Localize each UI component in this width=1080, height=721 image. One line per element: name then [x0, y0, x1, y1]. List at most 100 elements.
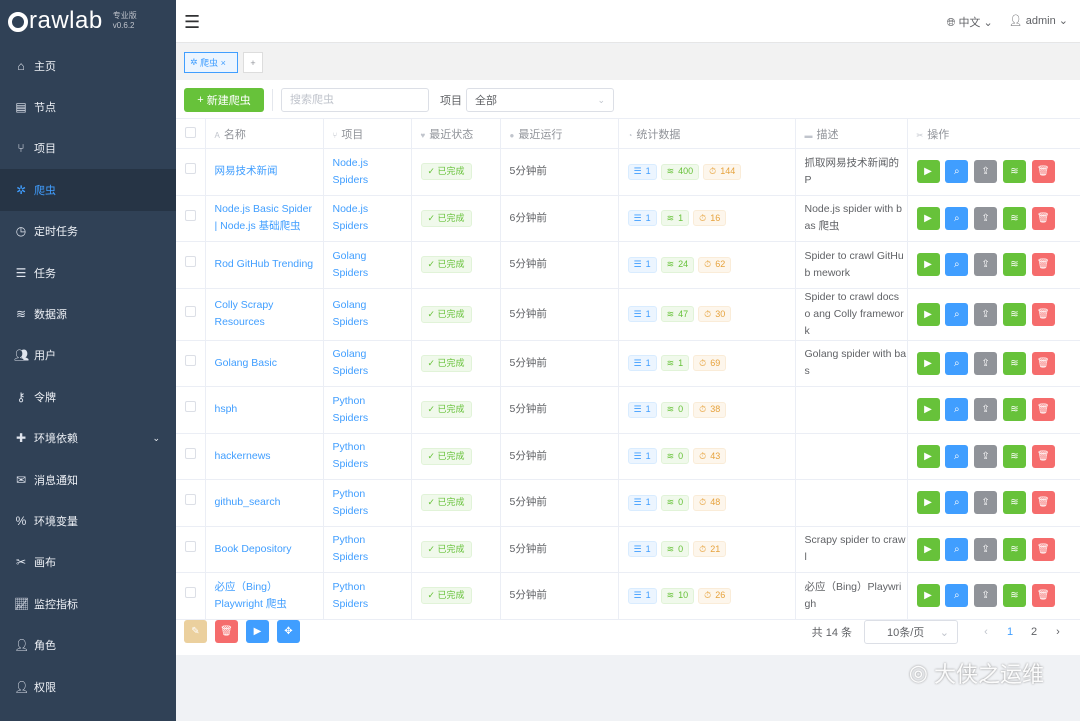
add-tab-button[interactable]: + [243, 52, 263, 73]
view-button[interactable]: ⌕ [945, 398, 969, 422]
row-checkbox[interactable] [185, 256, 196, 268]
view-button[interactable]: ⌕ [945, 302, 969, 326]
data-button[interactable]: ≋ [1002, 253, 1026, 277]
batch-delete-button[interactable]: 🗑︎ [215, 620, 238, 643]
spider-name-link[interactable]: 网易技术新闻 [214, 165, 278, 178]
sidebar-item-14[interactable]: 👤︎ 角色 [0, 624, 176, 665]
delete-button[interactable]: 🗑︎ [1031, 491, 1055, 515]
sidebar-item-6[interactable]: ≋ 数据源 [0, 293, 176, 334]
row-checkbox[interactable] [185, 401, 196, 413]
results-count-tag[interactable]: ≋ 0 [660, 494, 690, 511]
upload-button[interactable]: ⇪ [974, 351, 998, 375]
view-button[interactable]: ⌕ [945, 160, 969, 184]
data-button[interactable]: ≋ [1002, 206, 1026, 230]
project-link[interactable]: Node.js Spiders [332, 203, 369, 233]
page-2-button[interactable]: 2 [1030, 626, 1038, 638]
sidebar-item-8[interactable]: ⚷ 令牌 [0, 376, 176, 417]
spider-name-link[interactable]: Rod GitHub Trending [214, 258, 314, 271]
sidebar-item-2[interactable]: ⑂ 项目 [0, 128, 176, 169]
tasks-count-tag[interactable]: ☰ 1 [627, 494, 657, 511]
column-header-description[interactable]: ▬ 描述 [795, 118, 908, 149]
sidebar-item-7[interactable]: 👥︎ 用户 [0, 335, 176, 376]
duration-tag[interactable]: ⏱︎ 62 [698, 256, 732, 273]
batch-run-button[interactable]: ▶ [246, 620, 269, 643]
row-checkbox[interactable] [185, 209, 196, 221]
tasks-count-tag[interactable]: ☰ 1 [627, 401, 657, 418]
sidebar-item-1[interactable]: ▤ 节点 [0, 86, 176, 127]
duration-tag[interactable]: ⏱︎ 38 [693, 401, 727, 418]
delete-button[interactable]: 🗑︎ [1031, 584, 1055, 608]
row-checkbox[interactable] [185, 447, 196, 459]
run-button[interactable]: ▶ [916, 537, 940, 561]
results-count-tag[interactable]: ≋ 24 [660, 256, 695, 273]
run-button[interactable]: ▶ [916, 351, 940, 375]
delete-button[interactable]: 🗑︎ [1031, 206, 1055, 230]
data-button[interactable]: ≋ [1002, 398, 1026, 422]
spider-name-link[interactable]: Colly Scrapy Resources [214, 299, 274, 328]
duration-tag[interactable]: ⏱︎ 26 [698, 587, 732, 604]
spider-name-link[interactable]: github_search [214, 496, 281, 509]
view-button[interactable]: ⌕ [945, 444, 969, 468]
view-button[interactable]: ⌕ [945, 253, 969, 277]
batch-edit-button[interactable]: ✎ [184, 620, 207, 643]
run-button[interactable]: ▶ [916, 160, 940, 184]
row-checkbox[interactable] [185, 587, 196, 599]
run-button[interactable]: ▶ [916, 302, 940, 326]
sidebar-item-15[interactable]: 👤︎ 权限 [0, 666, 176, 707]
sidebar-item-11[interactable]: % 环境变量 [0, 500, 176, 541]
duration-tag[interactable]: ⏱︎ 30 [698, 306, 732, 322]
duration-tag[interactable]: ⏱︎ 21 [693, 541, 727, 558]
spider-name-link[interactable]: hackernews [214, 449, 271, 462]
language-switcher[interactable]: 🌐︎ 中文 ⌄ [946, 17, 993, 29]
row-checkbox[interactable] [185, 540, 196, 552]
batch-move-button[interactable]: ✥ [277, 620, 300, 643]
upload-button[interactable]: ⇪ [974, 491, 998, 515]
project-link[interactable]: Golang Spiders [332, 249, 369, 279]
spider-name-link[interactable]: Golang Basic [214, 356, 277, 369]
sidebar-item-13[interactable]: 📈︎ 监控指标 [0, 583, 176, 624]
results-count-tag[interactable]: ≋ 0 [660, 541, 690, 558]
row-checkbox[interactable] [185, 163, 196, 175]
delete-button[interactable]: 🗑︎ [1031, 537, 1055, 561]
results-count-tag[interactable]: ≋ 47 [660, 306, 695, 322]
results-count-tag[interactable]: ≋ 0 [660, 401, 690, 418]
upload-button[interactable]: ⇪ [974, 537, 998, 561]
data-button[interactable]: ≋ [1002, 160, 1026, 184]
collapse-sidebar-icon[interactable]: ☰ [184, 12, 201, 32]
sidebar-item-10[interactable]: ✉ 消息通知 [0, 459, 176, 500]
delete-button[interactable]: 🗑︎ [1031, 444, 1055, 468]
results-count-tag[interactable]: ≋ 0 [660, 448, 690, 465]
data-button[interactable]: ≋ [1002, 351, 1026, 375]
upload-button[interactable]: ⇪ [974, 398, 998, 422]
run-button[interactable]: ▶ [916, 398, 940, 422]
column-header-last-run[interactable]: ● 最近运行 [500, 118, 619, 149]
run-button[interactable]: ▶ [916, 584, 940, 608]
sidebar-item-9[interactable]: ✚ 环境依赖 ⌄ [0, 418, 176, 459]
next-page-button[interactable]: › [1056, 626, 1060, 638]
delete-button[interactable]: 🗑︎ [1031, 398, 1055, 422]
tasks-count-tag[interactable]: ☰ 1 [627, 256, 657, 273]
sidebar-item-5[interactable]: ☰ 任务 [0, 252, 176, 293]
column-header-name[interactable]: A 名称 [205, 118, 324, 149]
column-header-stats[interactable]: ◔ 统计数据 [618, 118, 796, 149]
view-button[interactable]: ⌕ [945, 537, 969, 561]
sidebar-item-0[interactable]: ⌂ 主页 [0, 45, 176, 86]
results-count-tag[interactable]: ≋ 1 [660, 355, 690, 372]
duration-tag[interactable]: ⏱︎ 48 [693, 494, 727, 511]
page-1-button[interactable]: 1 [1006, 626, 1014, 638]
spider-name-link[interactable]: hsph [214, 403, 238, 416]
project-link[interactable]: Golang Spiders [332, 299, 369, 328]
project-link[interactable]: Python Spiders [332, 534, 369, 564]
search-input[interactable] [281, 88, 429, 112]
close-tab-icon[interactable]: × [218, 57, 226, 68]
results-count-tag[interactable]: ≋ 1 [660, 210, 690, 227]
delete-button[interactable]: 🗑︎ [1031, 160, 1055, 184]
results-count-tag[interactable]: ≋ 400 [660, 163, 700, 180]
duration-tag[interactable]: ⏱︎ 43 [693, 448, 727, 465]
sidebar-item-3[interactable]: ✲ 爬虫 [0, 169, 176, 211]
spider-name-link[interactable]: Node.js Basic Spider | Node.js 基础爬虫 [214, 203, 312, 233]
run-button[interactable]: ▶ [916, 491, 940, 515]
row-checkbox[interactable] [185, 305, 196, 317]
view-button[interactable]: ⌕ [945, 206, 969, 230]
project-link[interactable]: Node.js Spiders [332, 156, 369, 186]
